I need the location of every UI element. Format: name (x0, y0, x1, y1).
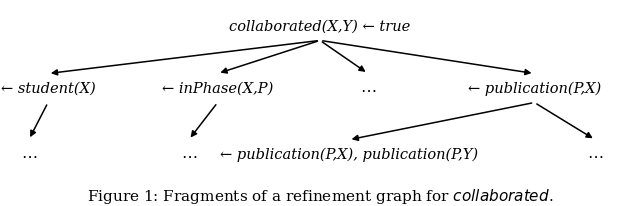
Text: $\cdots$: $\cdots$ (180, 146, 197, 163)
Text: $\cdots$: $\cdots$ (587, 146, 604, 163)
Text: $\cdots$: $\cdots$ (360, 80, 376, 97)
Text: collaborated(X,Y) ← true: collaborated(X,Y) ← true (229, 20, 411, 34)
Text: ← student(X): ← student(X) (1, 82, 95, 96)
Text: $\cdots$: $\cdots$ (20, 146, 37, 163)
Text: ← publication(P,X), publication(P,Y): ← publication(P,X), publication(P,Y) (220, 147, 478, 162)
Text: ← inPhase(X,P): ← inPhase(X,P) (162, 82, 273, 96)
Text: ← publication(P,X): ← publication(P,X) (468, 81, 601, 96)
Text: Figure 1: Fragments of a refinement graph for $\mathit{collaborated}$.: Figure 1: Fragments of a refinement grap… (87, 186, 553, 205)
